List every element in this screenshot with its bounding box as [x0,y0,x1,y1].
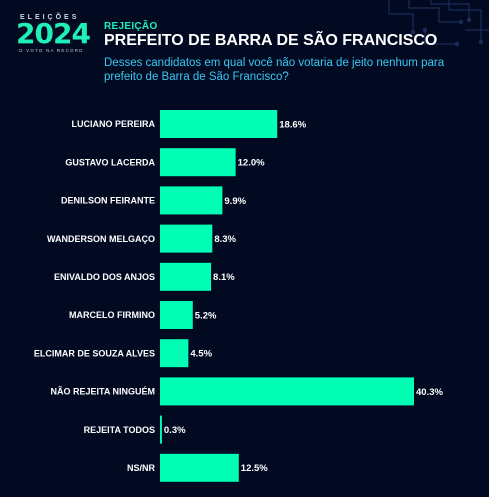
bar [160,415,162,444]
value-label: 5.2% [195,310,217,321]
value-label: 12.5% [241,463,268,474]
bar [160,110,278,138]
value-label: 4.5% [190,349,212,360]
category-label: WANDERSON MELGAÇO [47,234,155,244]
bar [160,148,236,177]
value-label: 18.6% [279,119,306,130]
category-label: GUSTAVO LACERDA [65,157,155,167]
chart-title: PREFEITO DE BARRA DE SÃO FRANCISCO [104,32,438,49]
elections-logo: ELEIÇÕES 2024 O VOTO NA RECORD [16,14,98,54]
bar [160,186,223,215]
survey-question: Desses candidatos em qual você não votar… [104,57,445,83]
value-label: 0.3% [164,425,186,436]
value-label: 8.1% [213,272,235,283]
bar [160,301,193,329]
category-label: REJEITA TODOS [84,425,155,435]
value-label: 9.9% [224,196,246,207]
chart-kicker: REJEIÇÃO [104,21,158,32]
category-label: NS/NR [127,463,156,473]
category-label: LUCIANO PEREIRA [71,119,155,129]
category-label: MARCELO FIRMINO [69,310,155,320]
bar [160,224,213,253]
value-label: 12.0% [238,158,265,169]
bar [160,262,212,291]
category-label: NÃO REJEITA NINGUÉM [50,387,155,397]
bar [160,453,239,482]
category-label: ENIVALDO DOS ANJOS [54,272,155,282]
value-label: 40.3% [416,387,443,398]
bar [160,377,414,406]
circuit-decoration [388,0,489,47]
logo-year: 2024 [16,17,91,50]
category-label: ELCIMAR DE SOUZA ALVES [34,348,155,358]
logo-subtitle: O VOTO NA RECORD [19,48,84,53]
bar [160,339,189,368]
category-label: DENILSON FEIRANTE [61,196,155,206]
logo-top-text: ELEIÇÕES [20,14,80,21]
value-label: 8.3% [214,234,236,245]
